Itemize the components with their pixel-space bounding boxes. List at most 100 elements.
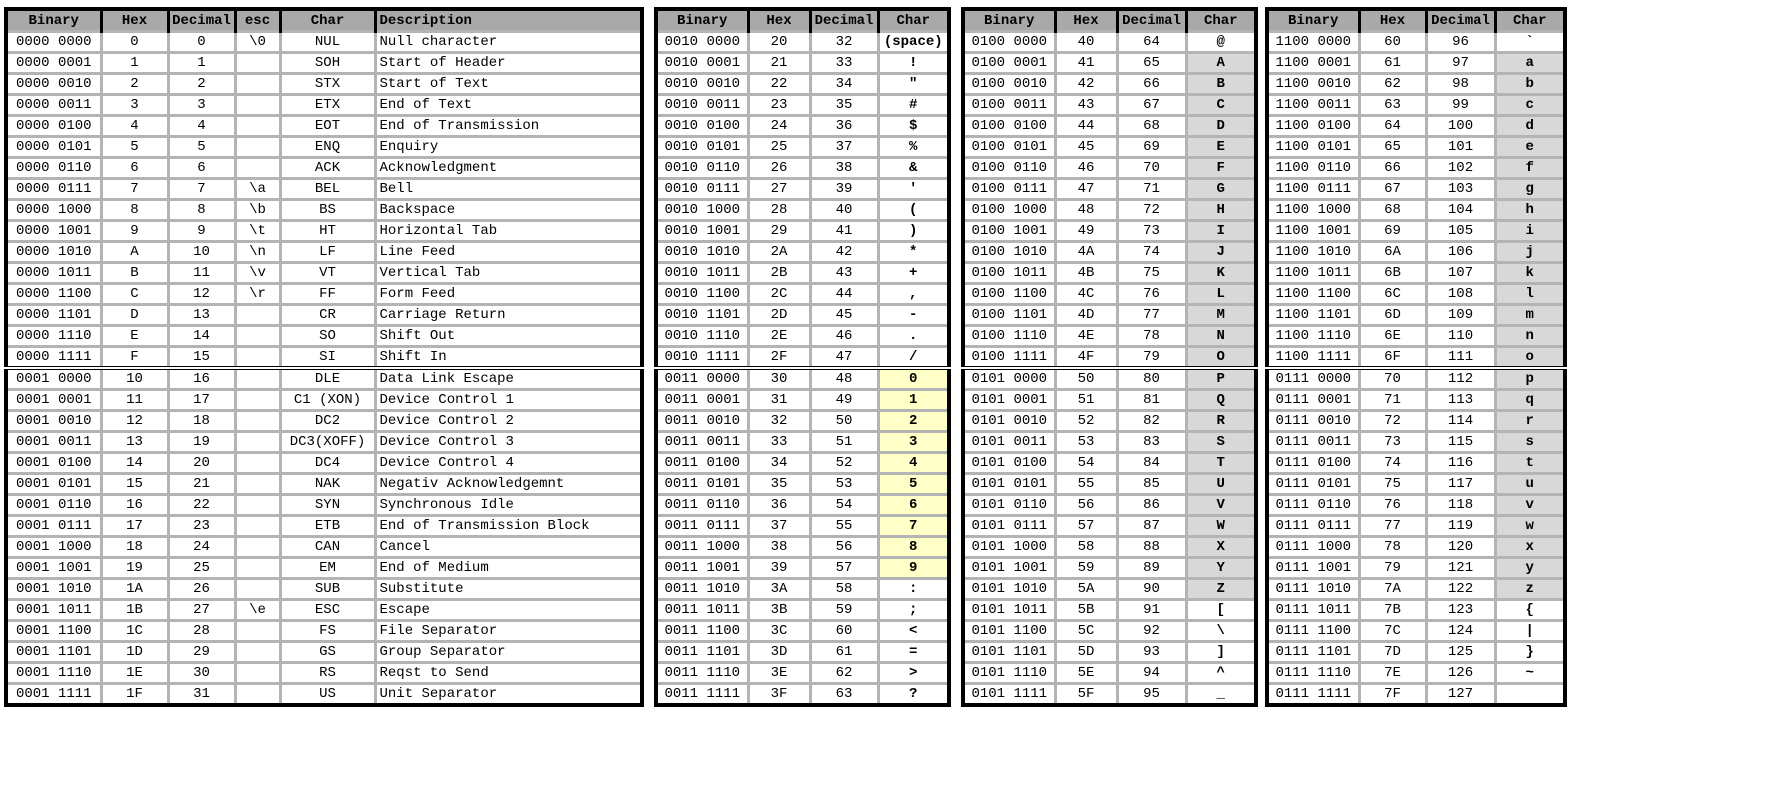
table-row: 0000 1100 C 12 \r FF Form Feed	[6, 282, 642, 305]
decimal-cell: 5	[166, 135, 235, 158]
table-row: 0100 1110 4E 78 N	[963, 324, 1256, 347]
hex-cell: 0	[99, 30, 168, 53]
table-row: 0001 0011 13 19 DC3(XOFF) Device Control 3	[6, 430, 642, 453]
hex-cell: 38	[746, 535, 810, 558]
binary-cell: 0011 1110	[656, 661, 748, 684]
esc-cell	[233, 451, 280, 474]
description-cell: Data Link Escape	[373, 366, 642, 390]
char-cell: G	[1184, 177, 1256, 200]
table-row: 0000 0011 3 3 ETX End of Text	[6, 93, 642, 116]
table-row: 0101 0010 52 82 R	[963, 409, 1256, 432]
hex-cell: 12	[99, 409, 168, 432]
hex-cell: 71	[1357, 388, 1426, 411]
hex-cell: 41	[1053, 51, 1117, 74]
decimal-cell: 51	[808, 430, 878, 453]
binary-cell: 1100 1111	[1267, 345, 1359, 368]
binary-cell: 0011 1100	[656, 619, 748, 642]
table-row: 0100 1100 4C 76 L	[963, 282, 1256, 305]
description-cell: Acknowledgment	[373, 156, 642, 179]
hex-cell: 57	[1053, 514, 1117, 537]
header-row: Binary Hex Decimal Char	[1267, 9, 1565, 33]
decimal-cell: 31	[166, 682, 235, 705]
char-cell: STX	[278, 72, 375, 95]
char-cell: F	[1184, 156, 1256, 179]
table-row: 1100 1001 69 105 i	[1267, 219, 1565, 242]
binary-cell: 0011 1010	[656, 577, 748, 600]
binary-cell: 0101 1111	[963, 682, 1055, 705]
table-row: 0111 1101 7D 125}	[1267, 640, 1565, 663]
table-row: 0010 1001 29 41)	[656, 219, 949, 242]
decimal-cell: 89	[1115, 556, 1186, 579]
table-row: 1100 0010 62 98 b	[1267, 72, 1565, 95]
description-cell: Bell	[373, 177, 642, 200]
hex-cell: 6	[99, 156, 168, 179]
esc-cell	[233, 493, 280, 516]
char-cell: 9	[876, 556, 949, 579]
esc-cell	[233, 661, 280, 684]
decimal-cell: 57	[808, 556, 878, 579]
char-cell: Y	[1184, 556, 1256, 579]
char-cell: ESC	[278, 598, 375, 621]
table-row: 0000 0010 2 2 STX Start of Text	[6, 72, 642, 95]
decimal-cell: 17	[166, 388, 235, 411]
description-cell: Start of Text	[373, 72, 642, 95]
hex-cell: 68	[1357, 198, 1426, 221]
esc-cell	[233, 535, 280, 558]
table-row: 0010 1110 2E 46.	[656, 324, 949, 347]
decimal-cell: 124	[1424, 619, 1495, 642]
description-cell: Enquiry	[373, 135, 642, 158]
binary-cell: 1100 1100	[1267, 282, 1359, 305]
decimal-cell: 104	[1424, 198, 1495, 221]
hex-cell: 5F	[1053, 682, 1117, 705]
decimal-cell: 52	[808, 451, 878, 474]
decimal-cell: 46	[808, 324, 878, 347]
char-cell: U	[1184, 472, 1256, 495]
binary-cell: 0001 0101	[6, 472, 101, 495]
hex-cell: 6A	[1357, 240, 1426, 263]
decimal-cell: 105	[1424, 219, 1495, 242]
binary-cell: 0101 1010	[963, 577, 1055, 600]
binary-cell: 1100 1000	[1267, 198, 1359, 221]
hex-cell: 43	[1053, 93, 1117, 116]
hex-cell: 56	[1053, 493, 1117, 516]
char-cell: ;	[876, 598, 949, 621]
char-cell: 5	[876, 472, 949, 495]
hex-cell: 1D	[99, 640, 168, 663]
binary-cell: 0101 0101	[963, 472, 1055, 495]
hex-cell: 4A	[1053, 240, 1117, 263]
decimal-cell: 117	[1424, 472, 1495, 495]
hex-cell: 45	[1053, 135, 1117, 158]
esc-cell: \n	[233, 240, 280, 263]
hex-cell: 40	[1053, 30, 1117, 53]
table-row: 0011 1100 3C 60 <	[656, 619, 949, 642]
decimal-cell: 15	[166, 345, 235, 368]
char-cell: \	[1184, 619, 1256, 642]
table-row: 0010 1011 2B 43 +	[656, 261, 949, 284]
decimal-cell: 45	[808, 303, 878, 326]
char-cell: (	[876, 198, 949, 221]
table-row: 0000 1011 B 11 \v VT Vertical Tab	[6, 261, 642, 284]
hex-cell: 61	[1357, 51, 1426, 74]
description-cell: Reqst to Send	[373, 661, 642, 684]
decimal-cell: 43	[808, 261, 878, 284]
table-row: 0001 1011 1B 27 \e ESC Escape	[6, 598, 642, 621]
table-row: 0000 1001 9 9 \t HT Horizontal Tab	[6, 219, 642, 242]
decimal-cell: 78	[1115, 324, 1186, 347]
hex-cell: 21	[746, 51, 810, 74]
char-cell: h	[1493, 198, 1565, 221]
hex-cell: 3C	[746, 619, 810, 642]
hex-cell: 1A	[99, 577, 168, 600]
decimal-cell: 26	[166, 577, 235, 600]
decimal-cell: 71	[1115, 177, 1186, 200]
table-row: 0011 1110 3E 62 >	[656, 661, 949, 684]
esc-cell: \b	[233, 198, 280, 221]
char-cell: ~	[1493, 661, 1565, 684]
binary-cell: 0101 1101	[963, 640, 1055, 663]
decimal-cell: 27	[166, 598, 235, 621]
char-cell: 7	[876, 514, 949, 537]
hex-cell: 7C	[1357, 619, 1426, 642]
hex-cell: 1C	[99, 619, 168, 642]
table-row: 0100 1101 4D 77 M	[963, 303, 1256, 326]
table-row: 0101 0101 55 85 U	[963, 472, 1256, 495]
hex-cell: 53	[1053, 430, 1117, 453]
